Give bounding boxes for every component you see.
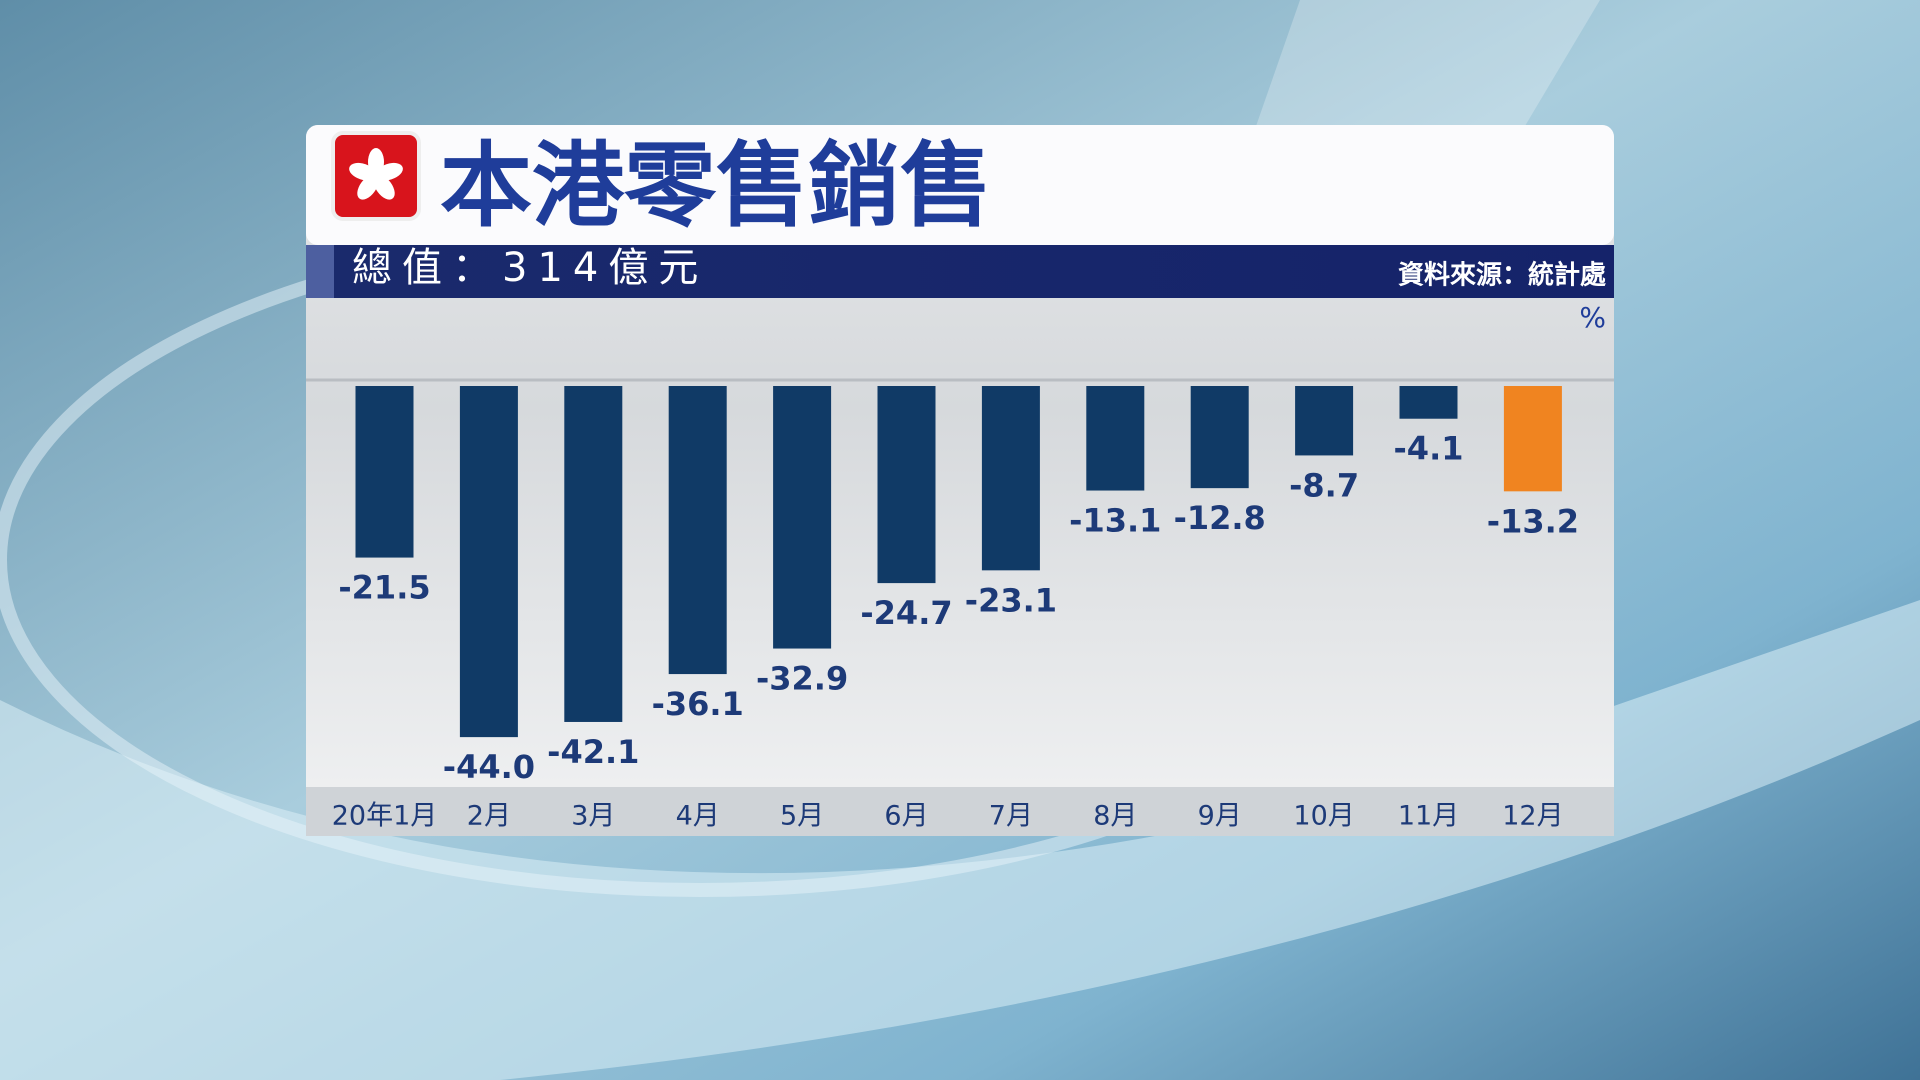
header-strip [306, 125, 1614, 245]
subtitle-strip [306, 245, 1614, 298]
chart-subtitle: 總值：314億元 [352, 245, 708, 291]
value-label: -24.7 [860, 594, 952, 632]
bar [1399, 386, 1458, 419]
value-label: -32.9 [756, 660, 848, 698]
value-label: -42.1 [547, 733, 639, 771]
bar [773, 386, 832, 649]
plot-area: 20年1月 -21.5 2月 -44.0 3月 -42.1 4月 -36.1 5月 -32.9 6月… [306, 378, 1614, 832]
chart-title: 本港零售銷售 [440, 132, 992, 239]
x-tick-label: 5月 [780, 801, 824, 832]
x-tick-label: 11月 [1398, 801, 1459, 832]
x-tick-label: 8月 [1093, 801, 1137, 832]
x-tick-label: 10月 [1293, 801, 1354, 832]
bar [1503, 386, 1562, 492]
x-tick-label: 4月 [676, 801, 720, 832]
x-tick-label: 12月 [1502, 801, 1563, 832]
value-label: -4.1 [1394, 430, 1464, 468]
bar [877, 386, 936, 584]
x-tick-label: 6月 [884, 801, 928, 832]
x-tick-label: 3月 [571, 801, 615, 832]
bar [564, 386, 623, 722]
bauhinia [349, 148, 403, 200]
x-tick-label: 20年1月 [332, 801, 438, 832]
x-tick-label: 9月 [1198, 801, 1242, 832]
bar [355, 386, 414, 558]
bar [981, 386, 1040, 571]
value-label: -8.7 [1289, 466, 1359, 504]
value-label: -36.1 [652, 685, 744, 723]
axis-strip [306, 787, 1614, 836]
x-tick-label: 2月 [467, 801, 511, 832]
value-label: -12.8 [1174, 499, 1266, 537]
value-label: -13.2 [1487, 502, 1579, 540]
panel [306, 125, 1614, 836]
bar [1295, 386, 1354, 456]
bar [459, 386, 518, 738]
x-tick-label: 7月 [989, 801, 1033, 832]
value-label: -44.0 [443, 748, 535, 786]
unit-label: % [1579, 301, 1606, 334]
value-label: -21.5 [338, 569, 430, 607]
value-label: -23.1 [965, 581, 1057, 619]
bar [1190, 386, 1249, 489]
swoosh [0, 600, 1920, 1080]
subtitle-accent [306, 245, 334, 298]
source: 資料來源：統計處 [1398, 260, 1606, 291]
bar [1086, 386, 1145, 491]
bar [668, 386, 727, 675]
value-label: -13.1 [1069, 502, 1161, 540]
